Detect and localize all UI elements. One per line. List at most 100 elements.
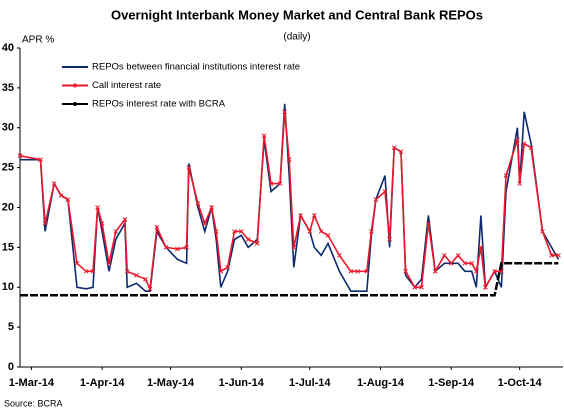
series-marker (58, 193, 64, 198)
series-marker (311, 213, 317, 218)
series-marker (154, 225, 160, 230)
x-tick-label: 1-Mar-14 (9, 377, 55, 389)
series-marker (209, 205, 215, 210)
series-marker (412, 284, 418, 290)
series-marker (42, 221, 48, 226)
series-marker (325, 233, 331, 238)
series-marker (277, 181, 283, 186)
series-marker (163, 245, 169, 250)
series-marker (298, 213, 303, 218)
series-marker (483, 284, 488, 290)
series-marker (213, 229, 219, 234)
series-marker (147, 286, 153, 292)
series-marker (462, 260, 468, 266)
series-marker (286, 157, 292, 163)
y-tick-label: 25 (2, 162, 14, 174)
legend-marker (73, 102, 77, 106)
series-marker (503, 173, 509, 178)
series-marker (195, 201, 201, 206)
series-marker (134, 272, 139, 278)
series-marker (549, 252, 554, 258)
series-marker (364, 268, 370, 274)
y-tick-label: 10 (2, 281, 14, 293)
series-marker (184, 245, 189, 250)
y-tick-label: 15 (2, 241, 14, 253)
x-tick-label: 1-Oct-14 (498, 377, 543, 389)
series-marker (382, 189, 388, 194)
series-marker (90, 268, 96, 274)
series-marker (540, 229, 545, 234)
series-marker (521, 141, 527, 147)
x-tick-label: 1-Jul-14 (289, 377, 331, 389)
series-marker (517, 181, 523, 186)
legend-label: Call interest rate (92, 80, 161, 91)
legend-label: REPOs between financial institutions int… (92, 62, 300, 73)
y-tick-label: 20 (2, 201, 14, 213)
series-marker (124, 268, 130, 274)
series-marker (515, 137, 520, 143)
x-tick-label: 1-Aug-14 (357, 377, 405, 389)
series-marker (232, 229, 237, 234)
series-marker (426, 221, 431, 226)
y-tick-label: 40 (2, 42, 14, 54)
series-marker (473, 268, 479, 274)
source: Source: BCRA (4, 398, 63, 408)
series-marker (106, 260, 112, 266)
chart-title: Overnight Interbank Money Market and Cen… (111, 7, 483, 22)
series-marker (337, 252, 342, 258)
series-marker (175, 246, 180, 252)
x-tick-label: 1-Jun-14 (219, 377, 265, 389)
y-axis-label: APR % (22, 35, 54, 46)
series-marker (83, 268, 89, 274)
x-tick-label: 1-Apr-14 (80, 377, 126, 389)
series-marker (245, 237, 251, 242)
series-marker (455, 252, 461, 258)
y-tick-label: 5 (8, 321, 14, 333)
series-marker (143, 276, 148, 282)
series-marker (478, 245, 484, 250)
series-line (20, 262, 559, 297)
series-marker (355, 268, 361, 274)
series-marker (261, 133, 267, 139)
chart-subtitle: (daily) (283, 32, 310, 43)
series-marker (403, 268, 408, 274)
series-marker (387, 237, 392, 242)
series-marker (218, 268, 224, 274)
series-marker (113, 229, 119, 234)
series-marker (74, 260, 80, 266)
series-marker (528, 145, 534, 151)
series-marker (442, 252, 447, 258)
series-marker (99, 221, 105, 226)
x-tick-label: 1-Sep-14 (428, 377, 475, 389)
y-tick-label: 35 (2, 82, 14, 94)
series-marker (432, 268, 438, 274)
series-marker (268, 181, 274, 186)
series-marker (368, 229, 374, 234)
series-marker (469, 260, 475, 266)
series-marker (391, 145, 397, 151)
series-marker (282, 109, 288, 115)
series-marker (307, 229, 313, 234)
y-tick-label: 0 (8, 361, 14, 373)
series-marker (51, 181, 57, 186)
series-line (19, 111, 559, 292)
series-marker (556, 252, 561, 258)
series-marker (492, 268, 497, 274)
series-marker (448, 260, 454, 266)
y-tick-label: 30 (2, 122, 14, 134)
series-line (20, 103, 560, 292)
series-marker (202, 221, 208, 226)
series-marker (373, 197, 379, 202)
series-marker (238, 229, 244, 234)
series-marker (225, 264, 230, 270)
series-marker (291, 245, 297, 250)
series-marker (65, 197, 71, 202)
series-marker (419, 284, 424, 290)
series-marker (122, 217, 128, 222)
series-marker (17, 153, 23, 159)
x-tick-label: 1-May-14 (147, 377, 195, 389)
legend-marker (73, 83, 77, 88)
series-marker (186, 165, 192, 170)
series-marker (398, 149, 404, 155)
